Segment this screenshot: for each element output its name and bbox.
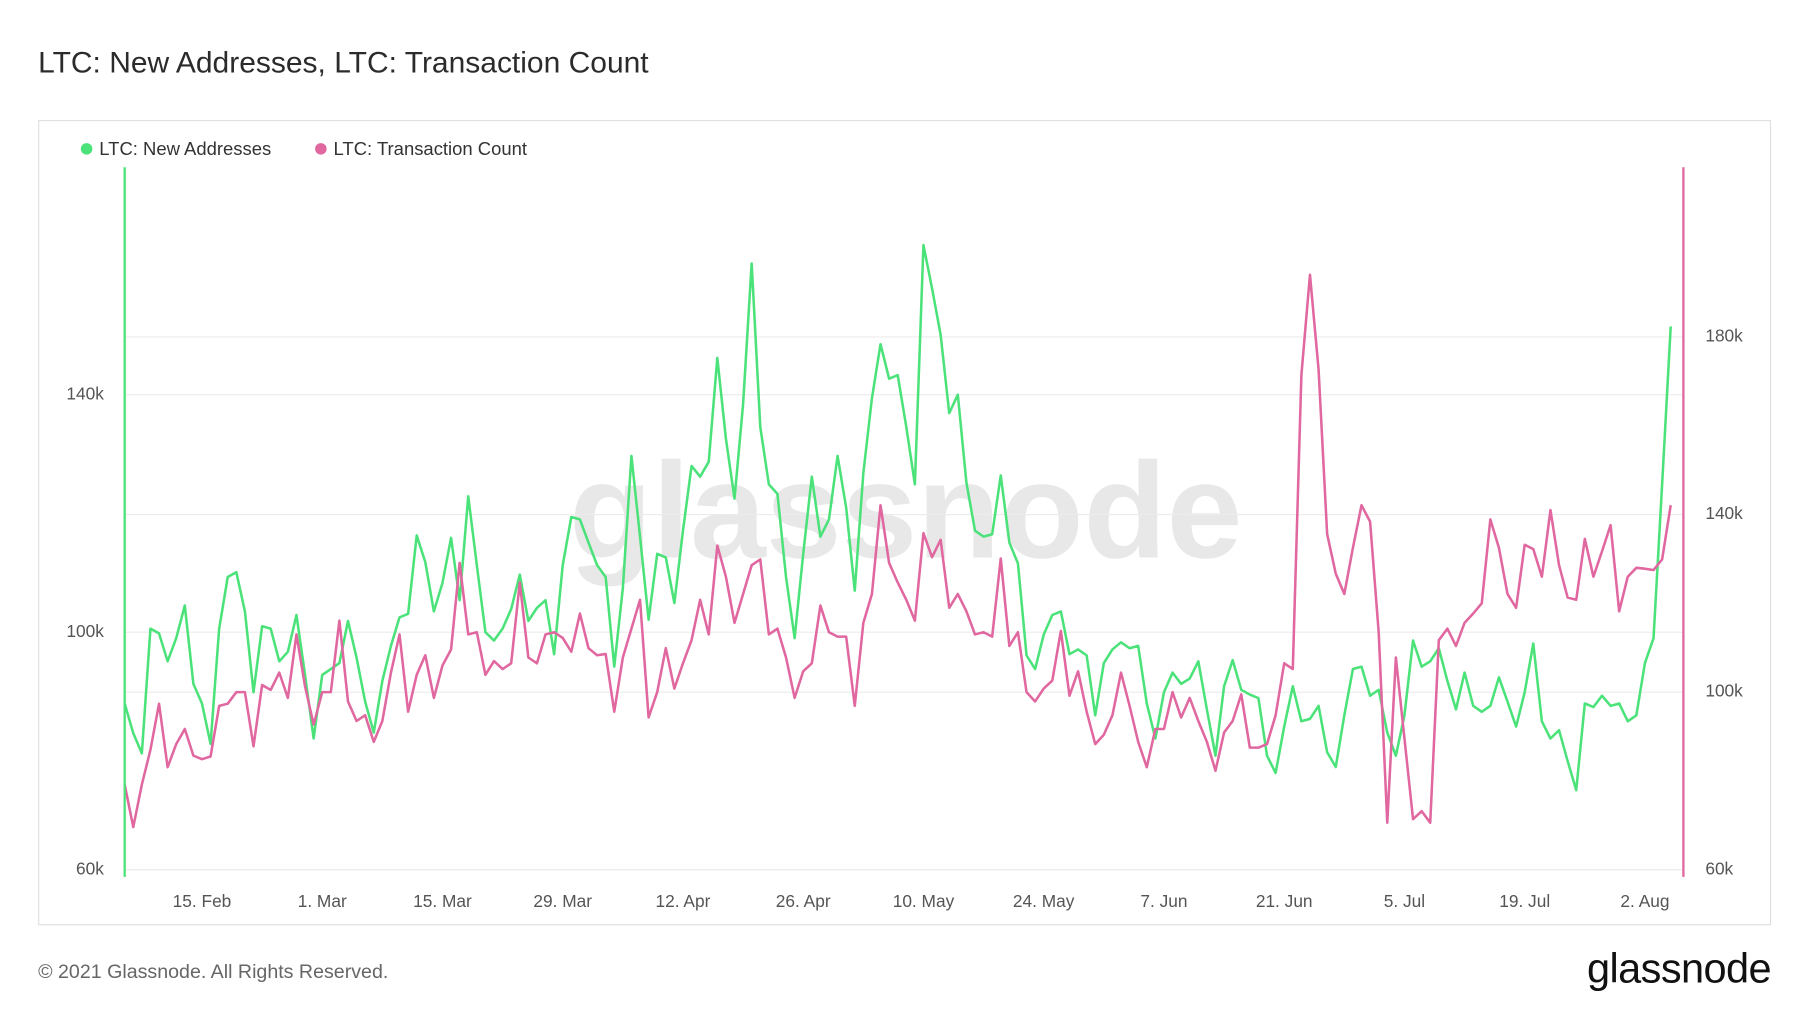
footer: © 2021 Glassnode. All Rights Reserved. xyxy=(38,961,388,983)
x-tick-label: 2. Aug xyxy=(1620,891,1669,911)
legend-label[interactable]: LTC: New Addresses xyxy=(99,138,271,159)
y-tick-label: 60k xyxy=(76,858,104,878)
x-tick-label: 15. Mar xyxy=(413,891,472,911)
x-tick-label: 24. May xyxy=(1013,891,1075,911)
x-tick-label: 26. Apr xyxy=(776,891,831,911)
series-line xyxy=(123,243,1672,792)
x-tick-label: 1. Mar xyxy=(298,891,347,911)
watermark: glassnode xyxy=(569,434,1242,586)
x-tick-label: 12. Apr xyxy=(656,891,711,911)
x-tick-label: 5. Jul xyxy=(1384,891,1425,911)
chart-title: LTC: New Addresses, LTC: Transaction Cou… xyxy=(38,47,649,80)
x-tick-label: 10. May xyxy=(893,891,955,911)
x-tick-label: 19. Jul xyxy=(1499,891,1550,911)
y-tick-label: 100k xyxy=(66,621,104,641)
legend-marker xyxy=(315,143,327,155)
logo: glassnode xyxy=(1587,944,1771,991)
y-tick-label: 140k xyxy=(66,383,104,403)
x-tick-label: 15. Feb xyxy=(173,891,232,911)
legend-label[interactable]: LTC: Transaction Count xyxy=(334,138,528,159)
grid xyxy=(124,336,1684,871)
y2-tick-label: 100k xyxy=(1705,681,1743,701)
y2-tick-label: 180k xyxy=(1705,325,1743,345)
y2-tick-label: 140k xyxy=(1705,503,1743,523)
chart-panel xyxy=(38,119,1772,926)
x-tick-label: 29. Mar xyxy=(533,891,592,911)
x-tick-label: 21. Jun xyxy=(1256,891,1313,911)
series-line xyxy=(123,273,1672,829)
axes: 60k 100k 140k 60k 100k 140k 180k 15. Feb 1. Mar 1… xyxy=(66,138,1743,911)
lines xyxy=(123,243,1672,829)
x-tick-label: 7. Jun xyxy=(1140,891,1187,911)
legend-marker xyxy=(80,143,93,155)
y2-tick-label: 60k xyxy=(1705,858,1733,878)
